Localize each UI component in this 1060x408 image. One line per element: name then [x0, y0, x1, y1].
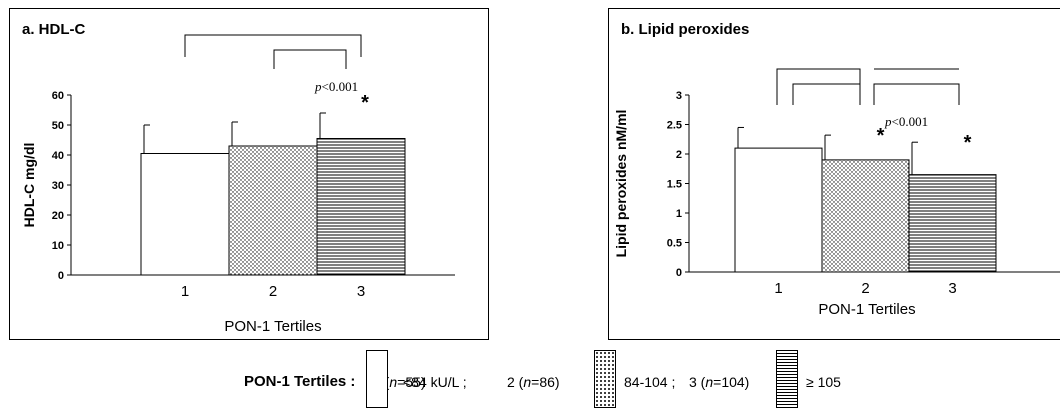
- y-tick-label: 50: [52, 120, 64, 132]
- p-value-annotation-a: p<0.001: [315, 79, 359, 94]
- legend-item-3-label: 3 (n=104): [689, 374, 750, 390]
- chart-hdl-c: 0 10 20 30 40 50 60 HDL-C mg/dl 1 2 * 3 PON-1 Tertil…: [21, 34, 455, 335]
- x-tick-label: 3: [948, 280, 956, 297]
- comparison-bracket: [776, 68, 861, 105]
- y-axis-label: HDL-C mg/dl: [21, 143, 37, 228]
- y-tick-label: 1: [676, 208, 682, 220]
- x-tick-label: 3: [357, 283, 365, 300]
- significance-star: *: [877, 125, 885, 147]
- x-tick-label: 1: [774, 280, 782, 297]
- y-tick-label: 0.5: [667, 238, 682, 250]
- y-tick-label: 40: [52, 150, 64, 162]
- legend-item-2-label: 2 (n=86): [507, 374, 560, 390]
- legend-swatch-2: [594, 350, 616, 408]
- x-tick-label: 1: [181, 283, 189, 300]
- y-tick-label: 0: [58, 270, 64, 282]
- bar-2: [228, 145, 318, 276]
- y-tick-label: 60: [52, 90, 64, 102]
- bar-2: [821, 159, 910, 273]
- p-value-annotation-b: p<0.001: [885, 114, 929, 129]
- x-tick-label: 2: [861, 280, 869, 297]
- chart-title-b: b. Lipid peroxides: [621, 21, 750, 38]
- y-tick-label: 20: [52, 210, 64, 222]
- bar-3: [316, 138, 406, 276]
- legend-swatch-3: [776, 350, 798, 408]
- comparison-bracket: [273, 49, 347, 69]
- y-tick-label: 30: [52, 180, 64, 192]
- x-axis-label: PON-1 Tertiles: [224, 318, 321, 335]
- legend-title: PON-1 Tertiles :: [244, 373, 356, 390]
- y-tick-label: 2.5: [667, 120, 682, 132]
- y-axis-label: Lipid peroxides nM/ml: [613, 110, 629, 258]
- y-tick-label: 1.5: [667, 179, 682, 191]
- y-tick-label: 10: [52, 240, 64, 252]
- chart-lipid-peroxides: 0 0.5 1 1.5 2 2.5 3 Lipid peroxides nM/ml 1 * 2 * 3 P…: [613, 68, 1060, 318]
- legend-item-3-range: ≥ 105: [806, 374, 841, 390]
- comparison-bracket: [792, 83, 861, 105]
- bar-1: [734, 147, 823, 273]
- significance-star: *: [361, 92, 369, 114]
- chart-title-a: a. HDL-C: [22, 21, 86, 38]
- y-tick-label: 3: [676, 90, 682, 102]
- legend-swatch-1: [366, 350, 388, 408]
- comparison-bracket: [184, 34, 362, 57]
- y-tick-label: 2: [676, 149, 682, 161]
- bar-1: [140, 153, 230, 276]
- panel-hdl-c: a. HDL-C 0 10 20 30 40 50 60 HDL-C mg/dl 1 2 * 3 PON…: [9, 8, 489, 340]
- comparison-bracket: [873, 83, 960, 105]
- y-tick-label: 0: [676, 267, 682, 279]
- bar-3: [908, 174, 997, 273]
- legend: PON-1 Tertiles : 1 (n=55) <84 kU/L ; 2 (…: [0, 346, 1060, 408]
- significance-star: *: [964, 132, 972, 154]
- legend-item-1-range: <84 kU/L ;: [403, 374, 467, 390]
- legend-item-2-range: 84-104 ;: [624, 374, 676, 390]
- x-axis-label: PON-1 Tertiles: [818, 301, 915, 318]
- panel-lipid-peroxides: b. Lipid peroxides 0 0.5 1 1.5 2 2.5 3 Lipid pe…: [608, 8, 1060, 340]
- x-tick-label: 2: [269, 283, 277, 300]
